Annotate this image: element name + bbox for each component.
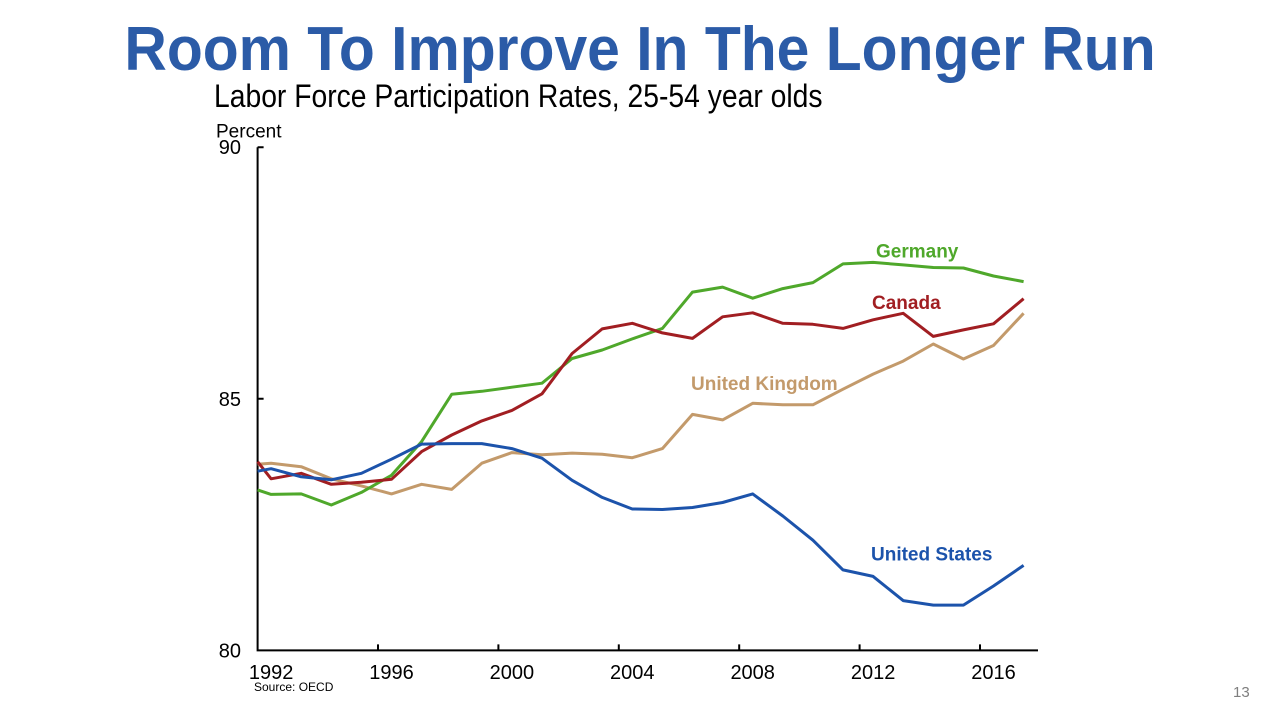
svg-text:80: 80 [219, 640, 241, 662]
svg-text:United States: United States [871, 545, 992, 566]
svg-text:1992: 1992 [249, 662, 294, 684]
svg-text:90: 90 [219, 137, 241, 159]
svg-text:1996: 1996 [369, 662, 414, 684]
svg-text:Percent: Percent [216, 122, 282, 143]
svg-text:Germany: Germany [876, 242, 959, 263]
svg-text:2000: 2000 [490, 662, 535, 684]
svg-text:Source: OECD: Source: OECD [254, 680, 334, 694]
svg-text:2012: 2012 [851, 662, 896, 684]
svg-text:2016: 2016 [971, 662, 1016, 684]
svg-text:2008: 2008 [730, 662, 775, 684]
svg-text:2004: 2004 [610, 662, 655, 684]
svg-text:Canada: Canada [872, 293, 941, 314]
svg-text:85: 85 [219, 389, 241, 411]
svg-text:United Kingdom: United Kingdom [691, 374, 838, 395]
